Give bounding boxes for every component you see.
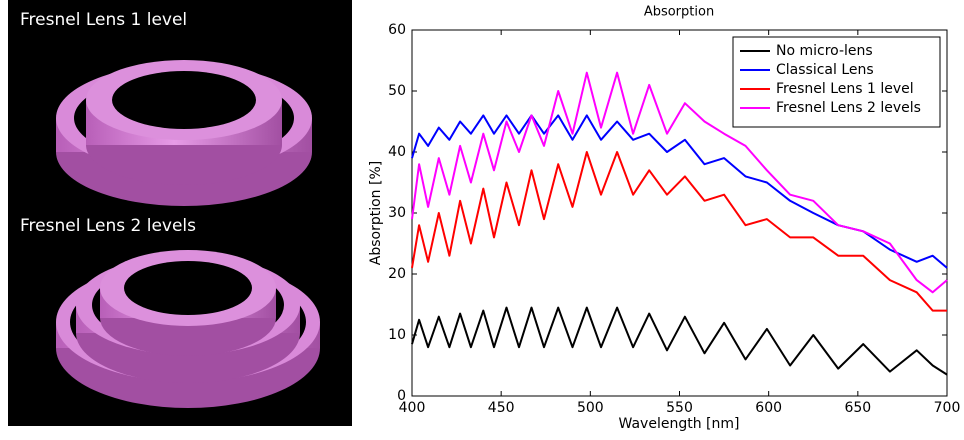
x-tick-label: 500 — [577, 400, 604, 416]
chart-title: Absorption — [644, 5, 714, 20]
ring-illustration-1 — [56, 60, 312, 206]
y-axis-label: Absorption [%] — [368, 161, 384, 265]
x-tick-label: 450 — [488, 400, 515, 416]
y-tick-label: 0 — [397, 388, 406, 404]
x-axis-label: Wavelength [nm] — [619, 416, 740, 432]
legend-label: Fresnel Lens 2 levels — [776, 100, 921, 116]
figure: Fresnel Lens 1 level Fresnel Lens 2 leve… — [0, 0, 964, 436]
y-tick-label: 50 — [388, 83, 406, 99]
panel-label: Fresnel Lens 1 level — [20, 10, 187, 30]
legend-label: No micro-lens — [776, 43, 873, 59]
y-tick-label: 20 — [388, 266, 406, 282]
panel-label: Fresnel Lens 2 levels — [20, 216, 196, 236]
x-tick-label: 550 — [666, 400, 693, 416]
legend-label: Classical Lens — [776, 62, 874, 78]
y-tick-label: 40 — [388, 144, 406, 160]
x-tick-label: 650 — [844, 400, 871, 416]
page: {"image_panel": {"labels": ["Fresnel Len… — [0, 0, 964, 440]
y-tick-label: 10 — [388, 327, 406, 343]
legend-label: Fresnel Lens 1 level — [776, 81, 914, 97]
x-tick-label: 700 — [934, 400, 961, 416]
x-tick-label: 600 — [755, 400, 782, 416]
y-tick-label: 60 — [388, 22, 406, 38]
y-tick-label: 30 — [388, 205, 406, 221]
